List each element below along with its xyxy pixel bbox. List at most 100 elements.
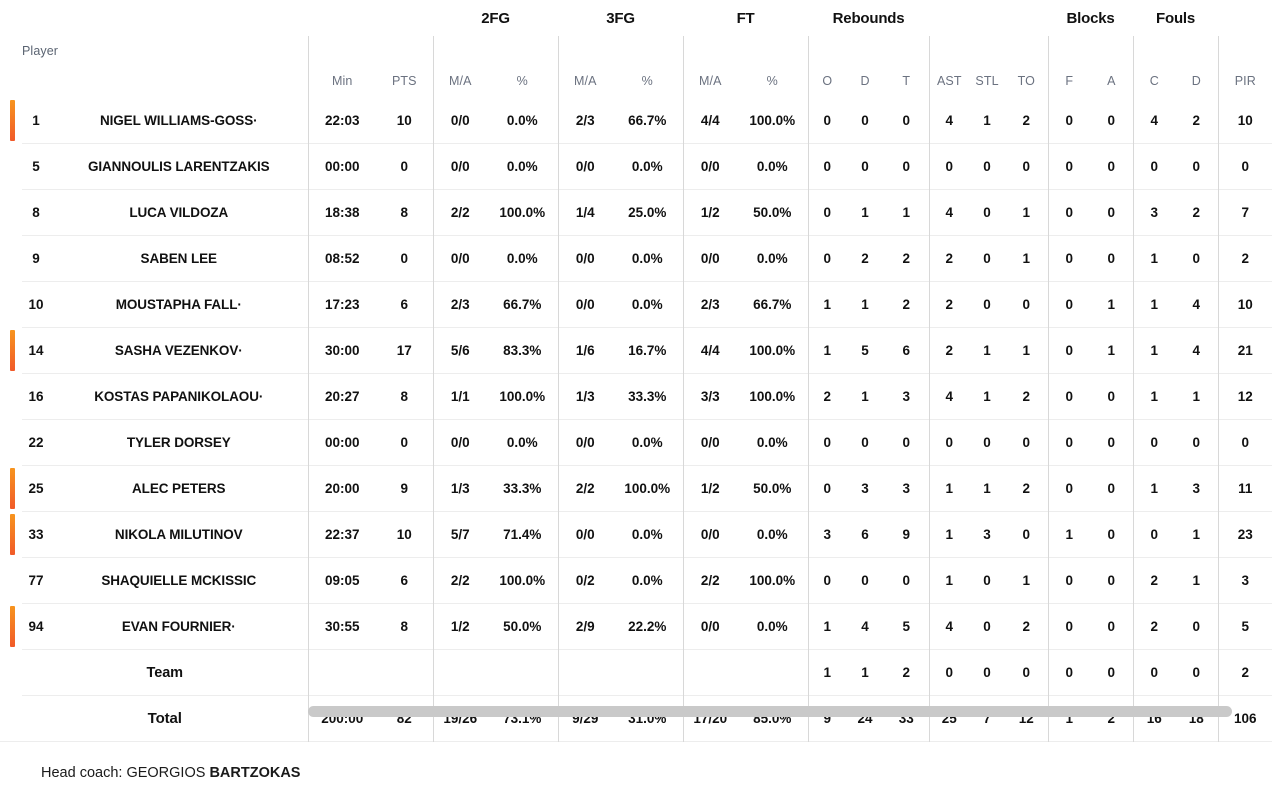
stat-pts: 0 <box>376 143 433 190</box>
stat-ft-pct: 85.0% <box>737 695 809 742</box>
table-header: 2FG 3FG FT Rebounds Blocks Fouls Player … <box>0 0 1272 98</box>
player-last-name: LARENTZAKIS <box>175 159 270 174</box>
table-row[interactable]: 33 NIKOLA MILUTINOV 22:37 10 5/7 71.4% 0/0 0.0%… <box>0 511 1272 558</box>
stat-ast: 4 <box>928 603 970 650</box>
col-oreb[interactable]: O <box>807 36 847 98</box>
player-name[interactable]: KOSTAS PAPANIKOLAOU· <box>50 373 308 420</box>
player-name[interactable]: MOUSTAPHA FALL· <box>50 281 308 328</box>
stat-pts: 82 <box>376 695 433 742</box>
stat-fg2-ma: 2/2 <box>432 189 487 236</box>
stat-min: 30:00 <box>307 327 376 374</box>
player-name[interactable]: SABEN LEE <box>50 235 308 282</box>
player-first-name: SHAQUIELLE <box>101 573 191 588</box>
col-dreb[interactable]: D <box>860 74 870 88</box>
stat-ast: 4 <box>928 98 970 144</box>
player-last-name: VILDOZA <box>169 205 229 220</box>
stat-foul-d: 0 <box>1175 649 1219 696</box>
stat-fg3-ma: 1/6 <box>557 327 613 374</box>
table-row[interactable]: 77 SHAQUIELLE MCKISSIC 09:05 6 2/2 100.0% 0/2 0… <box>0 557 1272 604</box>
player-name[interactable]: NIKOLA MILUTINOV <box>50 511 308 558</box>
player-first-name: EVAN <box>121 619 162 634</box>
col-3fg-pct[interactable]: % <box>641 74 653 88</box>
stat-pts: 17 <box>376 327 433 374</box>
table-row[interactable]: 8 LUCA VILDOZA 18:38 8 2/2 100.0% 1/4 25.0% 1/2 5… <box>0 189 1272 236</box>
col-fouls-d[interactable]: D <box>1191 74 1201 88</box>
total-label: Total <box>22 695 308 742</box>
player-name[interactable]: TYLER DORSEY <box>50 419 308 466</box>
col-pts[interactable]: PTS <box>391 74 417 88</box>
player-name[interactable]: SASHA VEZENKOV· <box>50 327 308 374</box>
stat-foul-c: 0 <box>1132 511 1176 558</box>
col-ft-pct[interactable]: % <box>766 74 778 88</box>
stat-fg3-ma: 0/0 <box>557 511 613 558</box>
stat-to: 0 <box>1005 419 1049 466</box>
col-fouls-c[interactable]: C <box>1132 36 1176 98</box>
player-last-name: VEZENKOV <box>164 343 239 358</box>
stat-ft-pct: 0.0% <box>737 603 809 650</box>
stat-oreb: 3 <box>807 511 847 558</box>
stat-foul-d: 0 <box>1175 143 1219 190</box>
table-row[interactable]: 14 SASHA VEZENKOV· 30:00 17 5/6 83.3% 1/6 16.7%… <box>0 327 1272 374</box>
stat-ft-pct: 0.0% <box>737 419 809 466</box>
stat-oreb: 1 <box>807 603 847 650</box>
stat-min: 20:00 <box>307 465 376 512</box>
col-ast[interactable]: AST <box>928 36 970 98</box>
player-name[interactable]: EVAN FOURNIER· <box>50 603 308 650</box>
col-min[interactable]: Min <box>307 36 376 98</box>
starter-indicator <box>0 512 22 558</box>
player-name[interactable]: NIGEL WILLIAMS-GOSS· <box>50 98 308 144</box>
stat-to: 1 <box>1005 235 1049 282</box>
col-treb[interactable]: T <box>902 74 911 88</box>
stat-min: 30:55 <box>307 603 376 650</box>
player-marker-dot-icon: · <box>231 619 236 634</box>
stat-dreb: 1 <box>846 649 885 696</box>
col-pir[interactable]: PIR <box>1217 36 1272 98</box>
stat-fg3-pct: 25.0% <box>612 189 684 236</box>
row-marker-slot <box>0 144 22 190</box>
group-header-rebounds: Rebounds <box>832 9 905 27</box>
stat-ast: 4 <box>928 189 970 236</box>
table-row[interactable]: 10 MOUSTAPHA FALL· 17:23 6 2/3 66.7% 0/0 0.0% 2/… <box>0 281 1272 328</box>
col-ft-ma[interactable]: M/A <box>682 36 738 98</box>
stat-ast: 0 <box>928 649 970 696</box>
table-row[interactable]: 16 KOSTAS PAPANIKOLAOU· 20:27 8 1/1 100.0% 1/3… <box>0 373 1272 420</box>
table-row[interactable]: 5 GIANNOULIS LARENTZAKIS 00:00 0 0/0 0.0% 0/0 0… <box>0 143 1272 190</box>
stat-ft-ma: 0/0 <box>682 419 738 466</box>
stat-foul-c: 1 <box>1132 235 1176 282</box>
scrollbar-thumb[interactable] <box>308 706 1232 717</box>
col-blocks-f[interactable]: F <box>1047 36 1091 98</box>
stat-blk-a: 0 <box>1090 419 1134 466</box>
stat-ft-pct: 100.0% <box>749 113 796 128</box>
table-row[interactable]: 22 TYLER DORSEY 00:00 0 0/0 0.0% 0/0 0.0% 0/0 0.0… <box>0 419 1272 466</box>
stat-oreb: 0 <box>807 98 847 144</box>
player-name[interactable]: GIANNOULIS LARENTZAKIS <box>50 143 308 190</box>
stat-fg2-pct: 33.3% <box>487 465 559 512</box>
table-row[interactable]: 1 NIGEL WILLIAMS-GOSS· 22:03 10 0/0 0.0% 2/3 66… <box>0 98 1272 144</box>
col-2fg-pct[interactable]: % <box>516 74 528 88</box>
stat-fg2-pct: 100.0% <box>487 373 559 420</box>
stat-foul-c: 0 <box>1132 419 1176 466</box>
stat-fg2-ma: 19/26 <box>432 695 487 742</box>
player-name[interactable]: SHAQUIELLE MCKISSIC <box>50 557 308 604</box>
stat-ast: 4 <box>928 373 970 420</box>
col-player[interactable]: Player <box>22 44 59 58</box>
table-row[interactable]: 9 SABEN LEE 08:52 0 0/0 0.0% 0/0 0.0% 0/0 0.0% 0 2 2… <box>0 235 1272 282</box>
stat-stl: 0 <box>969 143 1006 190</box>
player-name[interactable]: LUCA VILDOZA <box>50 189 308 236</box>
table-row[interactable]: 25 ALEC PETERS 20:00 9 1/3 33.3% 2/2 100.0% 1/2 5… <box>0 465 1272 512</box>
stat-pts: 8 <box>376 373 433 420</box>
horizontal-scrollbar[interactable] <box>308 706 1232 717</box>
stat-treb: 0 <box>884 419 930 466</box>
col-2fg-ma[interactable]: M/A <box>432 36 487 98</box>
player-name[interactable]: ALEC PETERS <box>50 465 308 512</box>
table-body: 1 NIGEL WILLIAMS-GOSS· 22:03 10 0/0 0.0% 2/3 66… <box>0 98 1272 743</box>
col-stl[interactable]: STL <box>975 74 999 88</box>
player-first-name: LUCA <box>129 205 170 220</box>
col-blocks-a[interactable]: A <box>1107 74 1116 88</box>
stat-foul-d: 1 <box>1175 557 1219 604</box>
col-to[interactable]: TO <box>1017 74 1035 88</box>
table-row[interactable]: 94 EVAN FOURNIER· 30:55 8 1/2 50.0% 2/9 22.2% 0/… <box>0 603 1272 650</box>
stat-fg2-ma: 1/2 <box>432 603 487 650</box>
col-3fg-ma[interactable]: M/A <box>557 36 613 98</box>
stat-ft-ma: 0/0 <box>682 235 738 282</box>
